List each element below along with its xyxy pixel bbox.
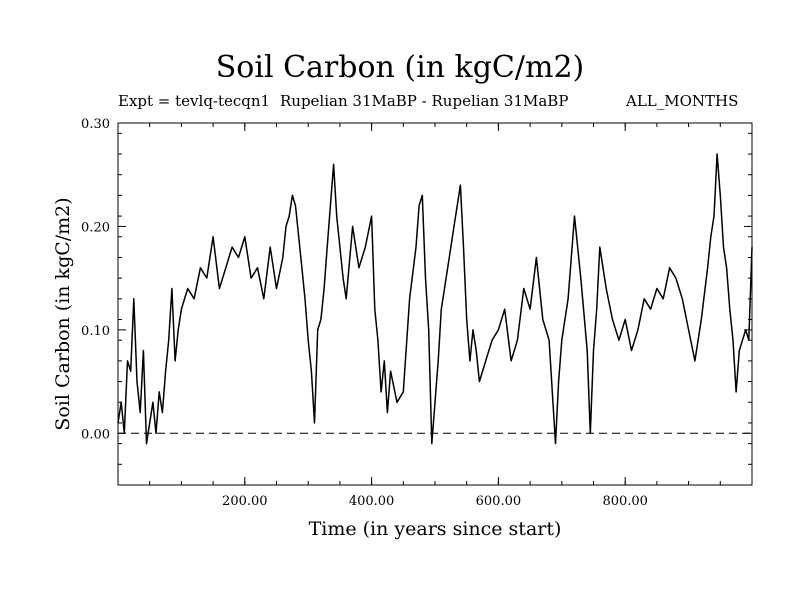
plot-frame — [117, 122, 753, 486]
x-tick-label: 400.00 — [349, 494, 395, 509]
x-tick-label: 600.00 — [476, 494, 522, 509]
x-tick-label: 200.00 — [222, 494, 268, 509]
x-axis-label: Time (in years since start) — [309, 518, 562, 540]
y-axis-label: Soil Carbon (in kgC/m2) — [52, 197, 74, 430]
y-tick-label: 0.20 — [81, 220, 110, 235]
x-tick-label: 800.00 — [602, 494, 648, 509]
series-line-soil-carbon — [117, 153, 753, 445]
y-tick-label: 0.00 — [81, 427, 110, 442]
period-label: Rupelian 31MaBP - Rupelian 31MaBP — [280, 92, 569, 110]
months-label: ALL_MONTHS — [626, 92, 739, 110]
experiment-label: Expt = tevlq-tecqn1 — [118, 92, 271, 110]
y-tick-label: 0.10 — [81, 324, 110, 339]
y-tick-label: 0.30 — [81, 117, 110, 132]
chart-title: Soil Carbon (in kgC/m2) — [215, 50, 585, 85]
